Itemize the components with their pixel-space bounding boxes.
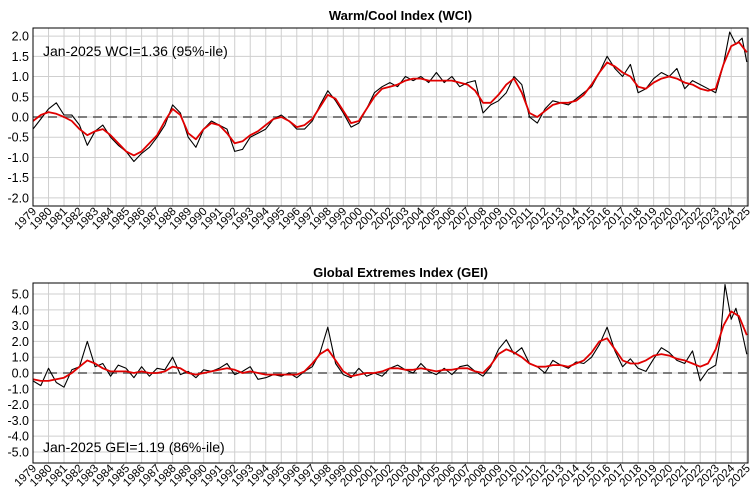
gei-frame	[32, 282, 749, 464]
gei-ytick-label: -1.0	[7, 382, 29, 396]
gei-annotation: Jan-2025 GEI=1.19 (86%-ile)	[43, 439, 225, 455]
wci-ytick-label: -1.0	[7, 151, 29, 165]
wci-ytick-label: 1.5	[12, 50, 29, 64]
gei-ytick-label: -4.0	[7, 430, 29, 444]
wci-ytick-label: 0.5	[12, 90, 29, 104]
gei-ytick-label: 5.0	[12, 288, 29, 302]
wci-series-monthly	[32, 31, 748, 163]
gei-ytick-label: -2.0	[7, 398, 29, 412]
gei-series-monthly	[32, 284, 748, 388]
wci-panel: Warm/Cool Index (WCI) 2.0 1.5 1.0 0.5 0.0 -0.5…	[7, 8, 752, 232]
gei-title: Global Extremes Index (GEI)	[313, 265, 488, 280]
wci-ytick-label: 0.0	[12, 111, 29, 125]
gei-ytick-label: 4.0	[12, 303, 29, 317]
wci-annotation: Jan-2025 WCI=1.36 (95%-ile)	[43, 43, 228, 59]
gei-ytick-label: -5.0	[7, 445, 29, 459]
gei-panel: Global Extremes Index (GEI) 5.04.0 3.0 2.0 1…	[7, 265, 752, 489]
gei-ytick-label: 3.0	[12, 319, 29, 333]
wci-ytick-label: 1.0	[12, 70, 29, 84]
gei-series-smoothed	[32, 310, 748, 382]
wci-series-smoothed	[32, 41, 748, 157]
wci-ytick-label: -0.5	[7, 131, 29, 145]
wci-ytick-label: -1.5	[7, 171, 29, 185]
wci-ytick-label: 2.0	[12, 30, 29, 44]
wci-title: Warm/Cool Index (WCI)	[329, 8, 472, 23]
gei-ytick-label: 2.0	[12, 335, 29, 349]
wci-ytick-label: -2.0	[7, 191, 29, 205]
gei-ytick-label: -3.0	[7, 414, 29, 428]
gei-ytick-label: 1.0	[12, 351, 29, 365]
gei-ytick-label: 0.0	[12, 367, 29, 381]
wci-frame	[32, 27, 749, 207]
